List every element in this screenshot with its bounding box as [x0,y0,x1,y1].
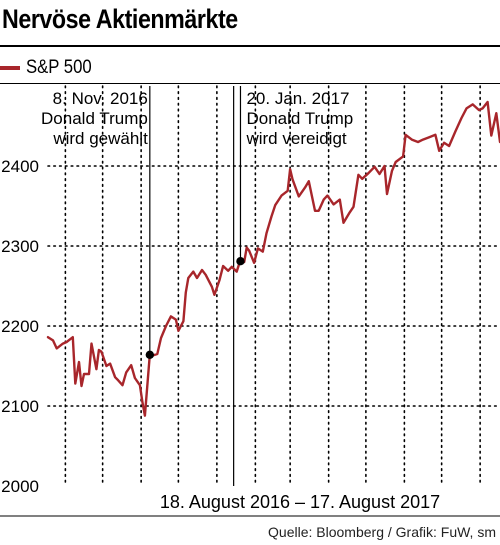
annotation-marker [236,257,245,266]
annotation-label: 20. Jan. 2017 [246,89,349,108]
annotation-label: Donald Trump [246,109,353,128]
source-note: Quelle: Bloomberg / Grafik: FuW, sm [268,524,496,540]
annotation-marker [145,350,155,359]
legend-label: S&P 500 [26,57,92,78]
y-tick-label: 2100 [1,397,39,416]
y-tick-label: 2200 [1,317,39,336]
annotation-label: wird gewählt [52,129,148,148]
chart-title: Nervöse Aktienmärkte [2,4,238,34]
markers [145,257,245,359]
annotation-label: Donald Trump [41,109,148,128]
annotation-label: wird vereidigt [245,129,346,148]
axes: 2000 2100 2200 2300 2400 18. August 2016 – 17… [0,157,500,517]
legend-rule [0,83,500,84]
x-axis-label: 18. August 2016 – 17. August 2017 [160,492,440,512]
legend-swatch [0,66,20,70]
title-rule [0,45,500,47]
series [46,100,500,417]
annotation-label: 8. Nov. 2016 [53,89,148,108]
y-tick-label: 2300 [1,237,39,256]
y-tick-label: 2400 [1,157,39,176]
y-tick-label: 2000 [1,477,39,496]
legend: S&P 500 [0,55,101,81]
series-line-sp500 [46,100,500,417]
grid [47,85,500,487]
